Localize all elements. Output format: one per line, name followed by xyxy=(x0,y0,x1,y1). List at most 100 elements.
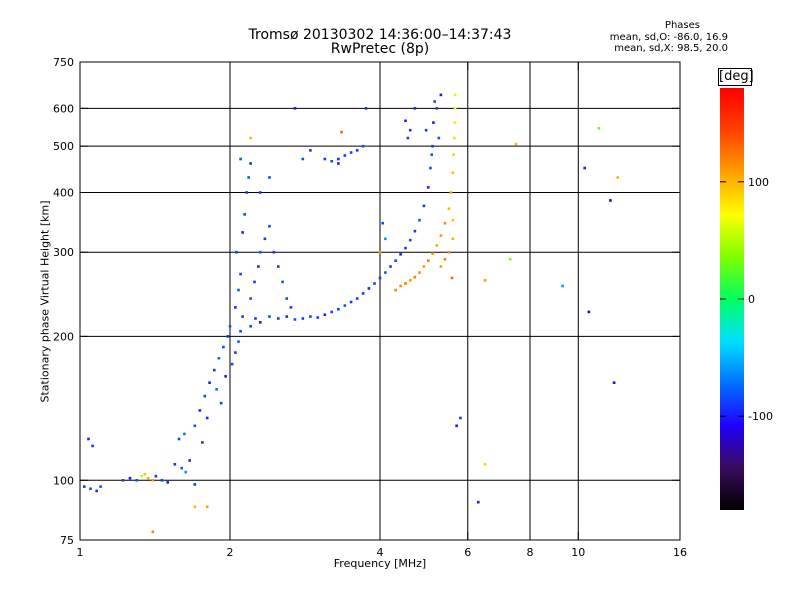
data-point xyxy=(437,136,441,140)
data-point xyxy=(193,505,197,509)
data-point xyxy=(184,470,188,474)
grid-lines xyxy=(80,62,680,540)
axis-ticks: 1 2 4 6 8 10 16 75 100 200 300 400 500 600 750 xyxy=(53,56,687,559)
data-point xyxy=(408,128,412,132)
data-point xyxy=(203,394,207,398)
phase-line-x: mean, sd,X: 98.5, 20.0 xyxy=(614,43,728,54)
data-point xyxy=(447,207,451,210)
data-point xyxy=(439,93,443,97)
data-point xyxy=(429,166,432,170)
data-point xyxy=(399,253,402,256)
data-point xyxy=(301,157,305,161)
data-point xyxy=(612,381,616,385)
data-point xyxy=(228,324,232,328)
data-point xyxy=(426,259,430,262)
data-point xyxy=(135,478,139,482)
data-point xyxy=(381,221,384,225)
data-point xyxy=(258,321,262,324)
data-point xyxy=(413,229,417,233)
data-point xyxy=(258,250,262,254)
data-point xyxy=(235,250,238,254)
data-point xyxy=(309,149,312,152)
data-point xyxy=(215,388,218,391)
data-point xyxy=(309,315,312,318)
data-point xyxy=(399,284,402,288)
y-tick-label: 200 xyxy=(53,330,74,343)
data-point xyxy=(349,300,353,304)
data-point xyxy=(208,381,211,385)
data-point xyxy=(237,288,240,292)
data-point xyxy=(301,317,305,320)
data-point xyxy=(587,310,591,314)
y-axis-label: Stationary phase Virtual Height [km] xyxy=(38,200,52,403)
data-point xyxy=(239,272,242,276)
data-point xyxy=(140,474,144,478)
data-point xyxy=(201,441,204,444)
data-point xyxy=(193,483,197,486)
data-point xyxy=(239,329,242,333)
data-point xyxy=(272,250,276,254)
data-point xyxy=(361,292,365,295)
data-point xyxy=(435,107,439,110)
data-point xyxy=(87,437,90,441)
data-point xyxy=(254,317,257,320)
data-point xyxy=(483,463,487,466)
data-point xyxy=(406,136,410,140)
data-point xyxy=(349,151,353,154)
data-point xyxy=(422,204,426,208)
x-tick-label: 6 xyxy=(464,546,471,559)
data-point xyxy=(258,191,262,194)
data-point xyxy=(343,304,347,307)
data-point xyxy=(431,144,434,148)
data-point xyxy=(337,307,340,311)
data-point xyxy=(330,310,334,314)
data-point xyxy=(508,257,512,261)
data-point xyxy=(394,288,397,292)
x-tick-label: 2 xyxy=(227,546,234,559)
data-point xyxy=(430,153,434,156)
phase-heading: Phases xyxy=(664,20,700,31)
data-point xyxy=(121,478,125,482)
data-point xyxy=(418,271,421,274)
data-point xyxy=(183,432,186,436)
data-point xyxy=(439,234,443,237)
data-point xyxy=(378,276,382,280)
data-point xyxy=(340,130,343,134)
data-point xyxy=(431,252,434,255)
data-point xyxy=(128,476,132,480)
data-point xyxy=(477,500,480,504)
x-axis-label: Frequency [MHz] xyxy=(333,557,427,570)
data-point xyxy=(451,171,455,175)
data-point xyxy=(198,409,202,412)
data-point xyxy=(561,284,564,288)
data-point xyxy=(224,375,227,378)
data-point xyxy=(378,250,382,254)
data-point xyxy=(276,265,280,268)
data-point xyxy=(263,237,267,241)
data-point xyxy=(234,306,237,309)
data-point xyxy=(234,351,237,354)
data-point xyxy=(364,107,368,110)
data-point xyxy=(330,159,334,163)
data-point xyxy=(408,238,412,242)
x-tick-label: 8 xyxy=(527,546,534,559)
data-point xyxy=(609,199,612,202)
y-tick-label: 100 xyxy=(53,474,74,487)
y-tick-label: 500 xyxy=(53,140,74,153)
data-point xyxy=(166,481,170,484)
colorbar-tick-label: 100 xyxy=(748,176,769,189)
data-point xyxy=(173,463,177,466)
data-point xyxy=(268,176,271,179)
data-point xyxy=(285,297,289,300)
data-point xyxy=(583,166,586,170)
data-point xyxy=(289,306,293,309)
data-point xyxy=(433,100,436,103)
data-point xyxy=(435,244,439,247)
data-point xyxy=(205,416,209,420)
data-point xyxy=(373,282,376,285)
data-point xyxy=(413,107,417,110)
data-point xyxy=(151,478,155,482)
data-point xyxy=(281,280,284,284)
data-point xyxy=(483,279,487,282)
